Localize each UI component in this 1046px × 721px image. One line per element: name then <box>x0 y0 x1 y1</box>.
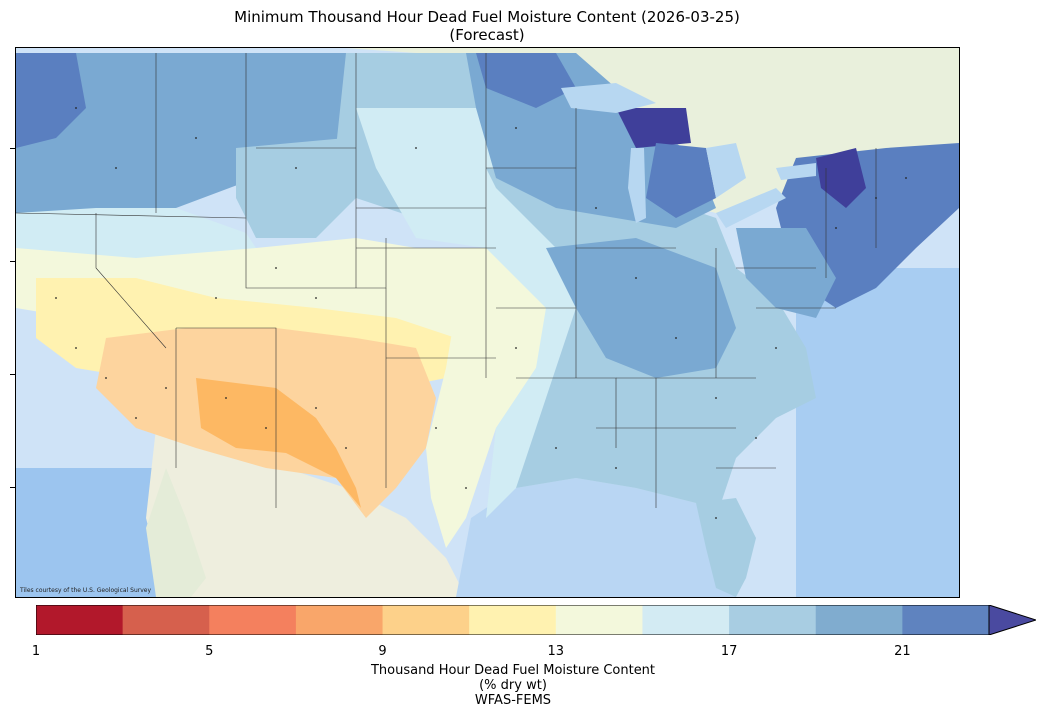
lake-erie <box>716 188 786 228</box>
zone-adirondacks <box>816 148 866 208</box>
lake-michigan <box>628 148 646 223</box>
zone-arizona-dry <box>196 378 361 508</box>
colorbar-segment <box>815 605 903 635</box>
map-title-line1: Minimum Thousand Hour Dead Fuel Moisture… <box>234 8 740 26</box>
colorbar <box>36 605 1036 635</box>
colorbar-title: Thousand Hour Dead Fuel Moisture Content… <box>0 663 1026 708</box>
colorbar-tick-label: 5 <box>205 644 214 659</box>
colorbar-segment <box>122 605 210 635</box>
zone-mid-atlantic <box>736 228 836 318</box>
colorbar-tick-label: 13 <box>547 644 565 659</box>
state-borders <box>16 53 877 508</box>
y-tick <box>10 374 15 375</box>
zone-northwest <box>16 53 361 223</box>
lake-superior <box>561 83 656 113</box>
colorbar-title-line3: WFAS-FEMS <box>474 693 552 708</box>
colorbar-title-line2: (% dry wt) <box>479 678 547 693</box>
gulf-of-mexico <box>456 478 736 597</box>
lake-ontario <box>776 163 816 180</box>
colorbar-segments <box>36 605 1036 635</box>
mexico-land <box>146 428 466 597</box>
zone-idaho-wyoming <box>236 138 356 238</box>
colorbar-tick-label: 17 <box>720 644 738 659</box>
colorbar-tick-label: 1 <box>31 644 41 659</box>
zone-upper-peninsula <box>616 108 691 148</box>
colorbar-arrow-border <box>988 605 1036 635</box>
atlantic-ocean <box>796 268 959 597</box>
y-tick <box>10 148 15 149</box>
colorbar-segment <box>382 605 470 635</box>
map-attribution: Tiles courtesy of the U.S. Geological Su… <box>20 587 152 594</box>
zone-florida <box>696 498 756 597</box>
colorbar-segment <box>36 605 124 635</box>
lake-huron <box>706 143 746 198</box>
colorbar-tick-label: 9 <box>378 644 387 659</box>
colorbar-segment <box>642 605 730 635</box>
map-frame[interactable]: Tiles courtesy of the U.S. Geological Su… <box>15 47 960 598</box>
colorbar-title-line1: Thousand Hour Dead Fuel Moisture Content <box>370 663 656 678</box>
map-canvas <box>16 48 959 597</box>
colorbar-extend-arrow <box>989 605 1036 635</box>
baja-california <box>146 468 206 597</box>
colorbar-segment <box>729 605 817 635</box>
zone-ohio-valley <box>546 238 736 378</box>
colorbar-segment <box>902 605 990 635</box>
station-dots <box>55 107 907 519</box>
zone-texas-plains <box>416 248 556 548</box>
map-title: Minimum Thousand Hour Dead Fuel Moisture… <box>0 8 974 44</box>
colorbar-segment <box>209 605 297 635</box>
colorbar-segment <box>295 605 384 635</box>
zone-washington-coast <box>16 53 86 148</box>
colorbar-tick-label: 21 <box>894 644 911 659</box>
pacific-ocean <box>16 468 156 597</box>
y-tick <box>10 487 15 488</box>
zone-lower-michigan <box>646 143 716 218</box>
colorbar-segment <box>469 605 557 635</box>
zone-minnesota <box>476 53 576 108</box>
colorbar-border <box>36 605 990 635</box>
y-tick <box>10 261 15 262</box>
map-title-line2: (Forecast) <box>449 26 525 44</box>
colorbar-segment <box>555 605 643 635</box>
